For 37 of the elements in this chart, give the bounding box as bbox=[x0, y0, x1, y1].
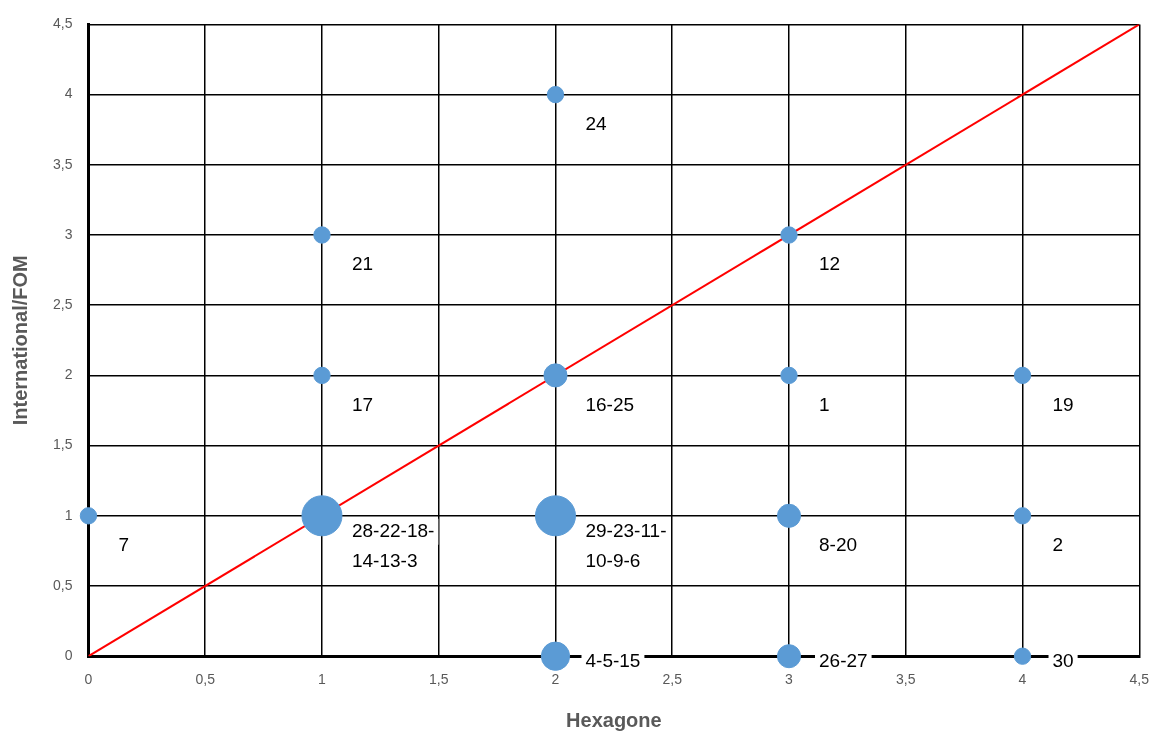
x-axis-title: Hexagone bbox=[566, 708, 662, 731]
annotation: 19 bbox=[1052, 393, 1074, 415]
x-tick-label: 1,5 bbox=[429, 671, 449, 688]
y-tick-label: 4 bbox=[64, 85, 73, 102]
y-tick-label: 3 bbox=[64, 225, 73, 242]
x-tick-label: 3,5 bbox=[896, 671, 916, 688]
annotation: 21 bbox=[351, 253, 374, 275]
annotation: 7 bbox=[118, 534, 130, 556]
y-axis-title: International/FOM bbox=[8, 255, 31, 426]
x-tick-label: 4,5 bbox=[1129, 671, 1150, 688]
annotation: 28-22-18-14-13-3 bbox=[351, 520, 435, 572]
y-tick-label: 4,5 bbox=[52, 15, 73, 32]
x-tick-label: 3 bbox=[785, 671, 794, 688]
annotation: 26-27 bbox=[819, 650, 868, 672]
x-tick-label: 1 bbox=[318, 671, 327, 688]
annotation: 17 bbox=[351, 393, 374, 415]
annotation: 29-23-11-10-9-6 bbox=[585, 520, 667, 572]
x-tick-label: 0,5 bbox=[195, 671, 216, 688]
x-tick-label: 4 bbox=[1018, 671, 1027, 688]
y-tick-label: 2 bbox=[64, 366, 73, 383]
x-tick-label: 0 bbox=[84, 671, 93, 688]
y-tick-label: 3,5 bbox=[52, 155, 73, 172]
annotation: 1 bbox=[819, 393, 830, 415]
x-tick-label: 2 bbox=[551, 671, 560, 688]
y-tick-label: 0,5 bbox=[52, 576, 73, 593]
y-tick-label: 1 bbox=[64, 506, 73, 523]
y-tick-label: 1,5 bbox=[52, 436, 73, 453]
annotation: 12 bbox=[819, 253, 841, 275]
annotation: 4-5-15 bbox=[585, 650, 641, 672]
annotation: 8-20 bbox=[819, 534, 858, 556]
y-tick-label: 0 bbox=[64, 647, 73, 664]
y-tick-label: 2,5 bbox=[52, 296, 73, 313]
annotation: 16-25 bbox=[585, 393, 635, 415]
annotation: 2 bbox=[1052, 534, 1064, 556]
annotation: 30 bbox=[1052, 650, 1074, 672]
x-tick-label: 2,5 bbox=[662, 671, 683, 688]
annotation: 24 bbox=[585, 112, 608, 134]
